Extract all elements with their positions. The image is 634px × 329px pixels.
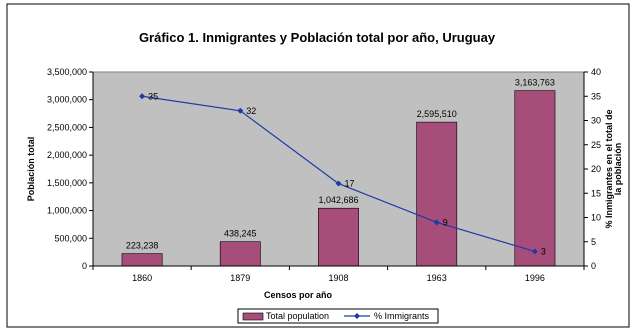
line-data-label: 17	[345, 179, 355, 189]
line-point	[237, 107, 244, 114]
bars-layer: 223,238 438,245 1,042,686 2,595,510 3,163,76…	[121, 78, 556, 267]
left-tick-label: 2,000,000	[47, 150, 87, 160]
bar-data-label: 1,042,686	[318, 195, 358, 205]
chart-title: Gráfico 1. Inmigrantes y Población total…	[139, 30, 496, 45]
line-layer: 35 32 17 9 3	[139, 91, 546, 256]
bar-data-label: 3,163,763	[515, 78, 555, 88]
right-tick-label: 35	[591, 91, 601, 101]
left-tick-label: 2,500,000	[47, 122, 87, 132]
line-data-label: 9	[443, 217, 448, 227]
line-point	[335, 180, 342, 187]
bar-data-label: 438,245	[224, 229, 257, 239]
right-tick-label: 5	[591, 237, 596, 247]
right-tick-label: 25	[591, 140, 601, 150]
left-tick-label: 0	[82, 261, 87, 271]
left-tick-label: 1,000,000	[47, 206, 87, 216]
line-data-label: 3	[541, 246, 546, 256]
y2-axis-title-line1: % Inmigrantes en el total de	[604, 109, 614, 228]
legend: Total population % Immigrants	[237, 308, 439, 324]
legend-label-immigrants: % Immigrants	[374, 311, 430, 321]
bar	[318, 207, 359, 267]
line-data-label: 35	[148, 91, 158, 101]
right-tick-label: 40	[591, 67, 601, 77]
x-tick-label: 1879	[230, 273, 250, 283]
x-tick-label: 1860	[132, 273, 152, 283]
x-tick-label: 1908	[328, 273, 348, 283]
left-tick-label: 3,000,000	[47, 95, 87, 105]
bar	[514, 90, 556, 267]
x-axis-title: Censos por año	[264, 290, 333, 300]
left-axis: 0 500,000 1,000,000 1,500,000 2,000,000 2,500…	[47, 67, 94, 271]
legend-bar-swatch	[242, 312, 264, 321]
legend-box	[237, 308, 439, 324]
line-point	[433, 219, 440, 226]
bar-data-label: 2,595,510	[417, 109, 457, 119]
line-point	[139, 93, 146, 100]
y2-axis-title-line2: la población	[613, 143, 623, 196]
right-tick-label: 20	[591, 164, 601, 174]
left-tick-label: 1,500,000	[47, 178, 87, 188]
y-axis-title: Población total	[26, 137, 36, 202]
right-tick-label: 15	[591, 188, 601, 198]
right-tick-label: 30	[591, 116, 601, 126]
bar	[121, 253, 163, 267]
legend-diamond-icon	[354, 313, 360, 319]
bar-data-label: 223,238	[126, 241, 159, 251]
right-tick-label: 10	[591, 213, 601, 223]
bar	[416, 121, 458, 267]
bar	[219, 241, 261, 267]
line-point	[531, 248, 538, 255]
right-tick-label: 0	[591, 261, 596, 271]
legend-label-total-population: Total population	[266, 311, 329, 321]
left-tick-label: 500,000	[54, 233, 87, 243]
line-data-label: 32	[246, 106, 256, 116]
x-axis: 1860 1879 1908 1963 1996	[92, 265, 585, 283]
x-tick-label: 1963	[427, 273, 447, 283]
right-axis: 0 5 10 15 20 25 30 35 40	[583, 67, 601, 271]
left-tick-label: 3,500,000	[47, 67, 87, 77]
x-tick-label: 1996	[525, 273, 545, 283]
